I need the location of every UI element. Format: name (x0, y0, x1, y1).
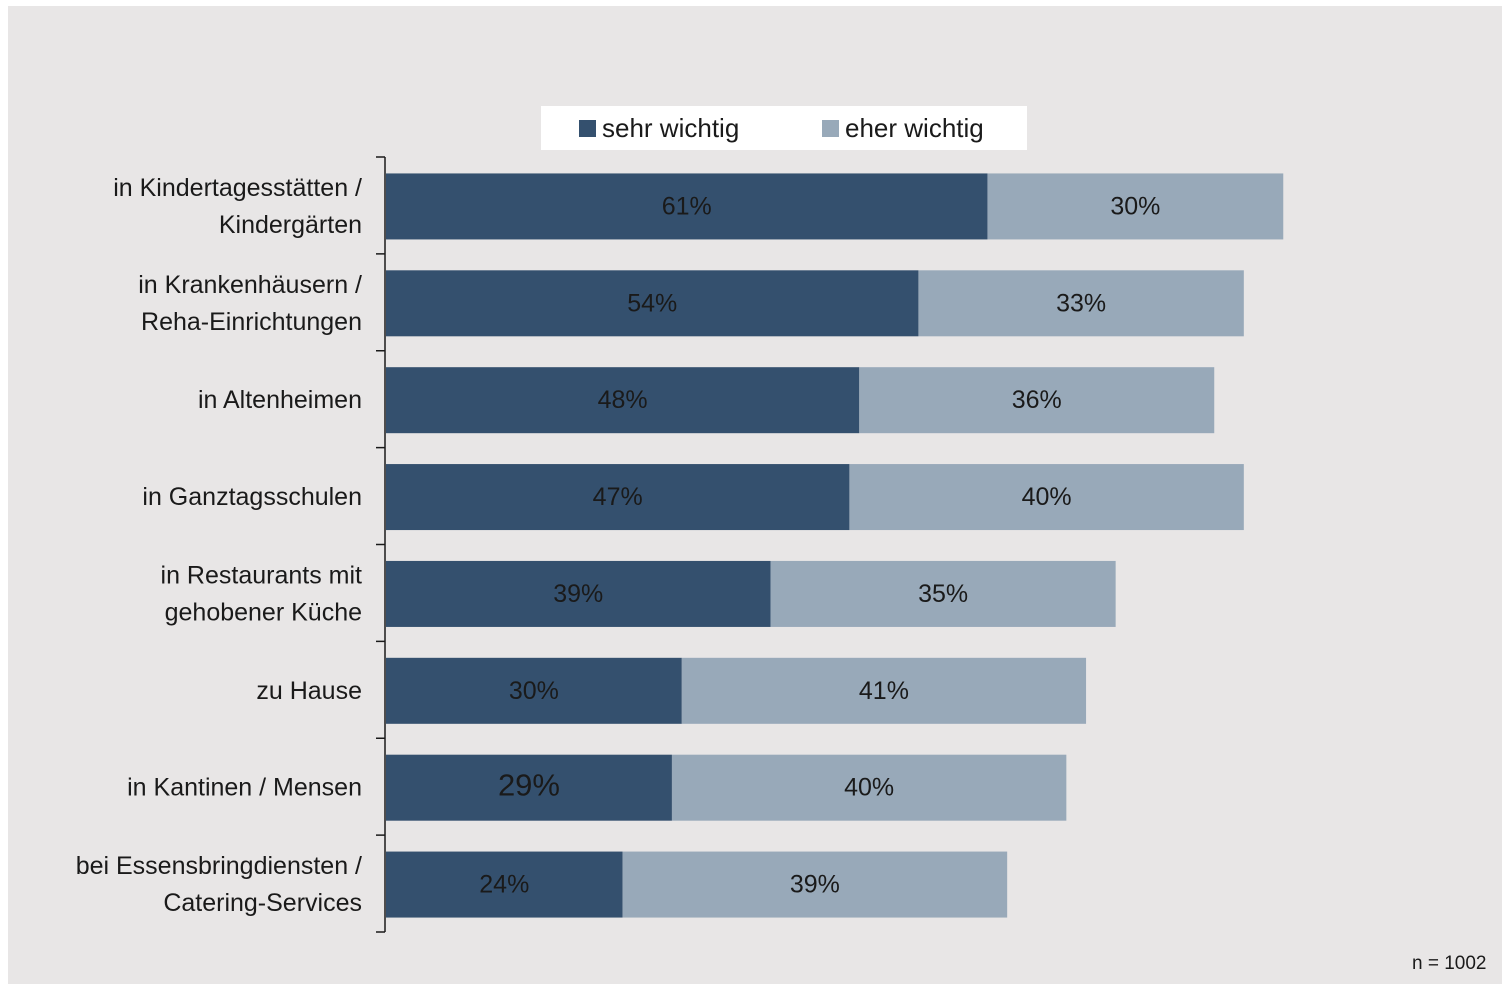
data-label: 24% (479, 871, 529, 899)
bar-segment-eher-wichtig (987, 173, 1284, 240)
data-label: 29% (498, 768, 560, 803)
data-label: 40% (1022, 483, 1072, 511)
bar-segment-sehr-wichtig (386, 270, 919, 337)
data-label: 30% (1110, 192, 1160, 220)
category-label: Kindergärten (219, 211, 362, 239)
data-label: 30% (509, 677, 559, 705)
sample-size-note: n = 1002 (1412, 953, 1487, 974)
bar-segment-eher-wichtig (918, 270, 1244, 337)
legend-label-sehr-wichtig: sehr wichtig (602, 112, 740, 143)
data-label: 41% (859, 677, 909, 705)
bar-segment-eher-wichtig (671, 754, 1067, 821)
bar-segment-sehr-wichtig (386, 754, 672, 821)
legend-item-sehr-wichtig: sehr wichtig (579, 106, 739, 150)
legend: sehr wichtig eher wichtig (541, 106, 1027, 150)
category-label: Reha-Einrichtungen (141, 308, 362, 336)
category-label: in Kindertagesstätten / (113, 174, 362, 202)
category-label: in Kantinen / Mensen (127, 774, 362, 802)
category-label: bei Essensbringdiensten / (76, 852, 362, 880)
bar-segment-eher-wichtig (859, 367, 1215, 434)
bar-segment-eher-wichtig (622, 851, 1008, 918)
category-label: gehobener Küche (165, 598, 362, 626)
data-label: 48% (598, 386, 648, 414)
category-label: in Restaurants mit (161, 561, 363, 589)
data-label: 61% (662, 192, 712, 220)
data-label: 40% (844, 774, 894, 802)
bar-segment-sehr-wichtig (386, 851, 623, 918)
bar-segment-sehr-wichtig (386, 560, 771, 627)
legend-label-eher-wichtig: eher wichtig (845, 112, 984, 143)
bar-segment-sehr-wichtig (386, 657, 682, 724)
bar-segment-eher-wichtig (681, 657, 1087, 724)
data-label: 36% (1012, 386, 1062, 414)
category-label: in Altenheimen (198, 386, 362, 414)
data-label: 54% (627, 289, 677, 317)
data-label: 39% (790, 871, 840, 899)
bar-segment-eher-wichtig (770, 560, 1116, 627)
category-label: in Krankenhäusern / (138, 271, 362, 299)
bar-segment-sehr-wichtig (386, 173, 988, 240)
legend-item-eher-wichtig: eher wichtig (822, 106, 984, 150)
category-label: Catering-Services (163, 889, 362, 917)
bar-segment-sehr-wichtig (386, 464, 850, 531)
data-label: 47% (593, 483, 643, 511)
data-label: 39% (553, 580, 603, 608)
bar-segment-sehr-wichtig (386, 367, 860, 434)
bar-segment-eher-wichtig (849, 464, 1244, 531)
legend-swatch-eher-wichtig (822, 119, 839, 137)
data-label: 35% (918, 580, 968, 608)
category-label: in Ganztagsschulen (142, 483, 362, 511)
legend-swatch-sehr-wichtig (579, 119, 596, 137)
data-label: 33% (1056, 289, 1106, 317)
category-label: zu Hause (256, 677, 362, 705)
